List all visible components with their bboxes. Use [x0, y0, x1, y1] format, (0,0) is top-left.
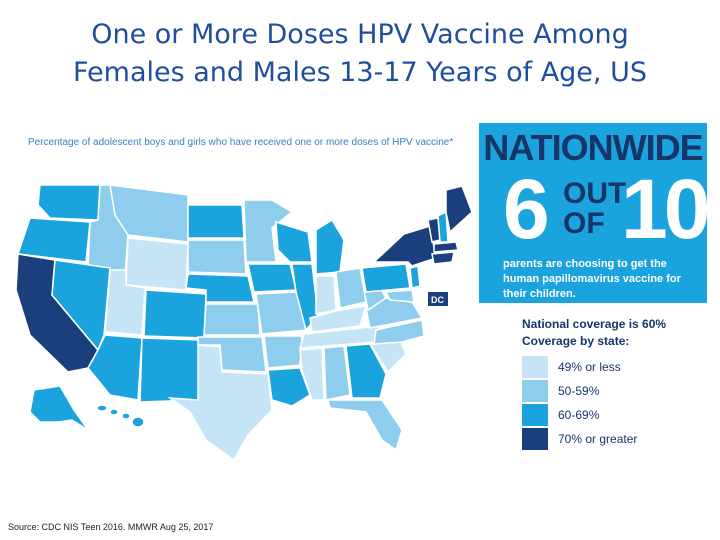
state-colorado	[143, 289, 207, 339]
state-texas	[167, 344, 273, 462]
title-line-2: Females and Males 13-17 Years of Age, US	[72, 57, 647, 88]
state-new-york	[372, 225, 437, 267]
state-maryland	[384, 289, 415, 303]
state-arkansas	[263, 335, 303, 369]
legend-swatch	[522, 404, 548, 426]
legend-swatch	[522, 356, 548, 378]
state-florida	[327, 399, 403, 452]
legend-swatch	[522, 428, 548, 450]
banner-out-of: OUT OF	[563, 177, 627, 240]
state-maine	[445, 185, 473, 234]
state-massachusetts	[433, 241, 459, 253]
title-line-1: One or More Doses HPV Vaccine Among	[91, 19, 629, 50]
state-nebraska	[185, 273, 255, 303]
us-coverage-map: DC	[15, 184, 473, 462]
state-louisiana	[267, 367, 311, 407]
legend-label: 60-69%	[558, 408, 600, 422]
source-note: Source: CDC NIS Teen 2016. MMWR Aug 25, …	[8, 522, 214, 532]
legend-by-state: Coverage by state:	[522, 334, 630, 348]
banner-headline: NATIONWIDE	[483, 127, 703, 168]
state-alabama	[323, 345, 351, 401]
legend-item: 70% or greater	[522, 427, 637, 451]
dc-marker	[428, 292, 448, 306]
state-missouri	[255, 291, 309, 335]
state-kansas	[203, 303, 261, 336]
state-connecticut-ri	[431, 251, 455, 265]
legend: 49% or less 50-59% 60-69% 70% or greater	[522, 355, 637, 451]
legend-label: 50-59%	[558, 384, 600, 398]
state-utah	[104, 269, 146, 336]
state-iowa	[247, 263, 297, 293]
legend-item: 49% or less	[522, 355, 637, 379]
legend-title: National coverage is 60% Coverage by sta…	[522, 316, 666, 350]
nationwide-banner: NATIONWIDE 6 OUT OF 10 parents are choos…	[479, 123, 710, 303]
legend-item: 50-59%	[522, 379, 637, 403]
page-title: One or More Doses HPV Vaccine Among Fema…	[0, 16, 720, 92]
state-montana	[109, 184, 189, 243]
banner-big-number: 6	[503, 162, 550, 256]
state-north-dakota	[187, 204, 245, 239]
state-mississippi	[299, 347, 325, 401]
state-alaska	[29, 385, 89, 431]
state-indiana	[315, 275, 337, 315]
state-wyoming	[125, 237, 189, 291]
legend-label: 49% or less	[558, 360, 621, 374]
legend-national: National coverage is 60%	[522, 317, 667, 331]
state-south-dakota	[187, 239, 247, 275]
state-georgia	[345, 343, 387, 399]
banner-text: parents are choosing to get the human pa…	[503, 258, 681, 300]
state-washington	[37, 184, 101, 221]
banner-total: 10	[621, 162, 710, 256]
state-wisconsin	[275, 220, 313, 263]
state-hawaii	[96, 404, 145, 428]
state-new-mexico	[139, 337, 201, 403]
state-pennsylvania	[361, 263, 411, 293]
state-new-jersey	[409, 265, 421, 289]
state-oregon	[16, 217, 91, 263]
state-michigan	[315, 218, 345, 275]
state-kentucky	[309, 305, 368, 333]
legend-item: 60-69%	[522, 403, 637, 427]
state-minnesota	[243, 199, 294, 263]
state-ohio	[335, 267, 367, 309]
legend-swatch	[522, 380, 548, 402]
state-north-carolina	[373, 319, 425, 345]
map-subtitle: Percentage of adolescent boys and girls …	[28, 137, 454, 148]
dc-label: DC	[431, 295, 444, 305]
legend-label: 70% or greater	[558, 432, 638, 446]
